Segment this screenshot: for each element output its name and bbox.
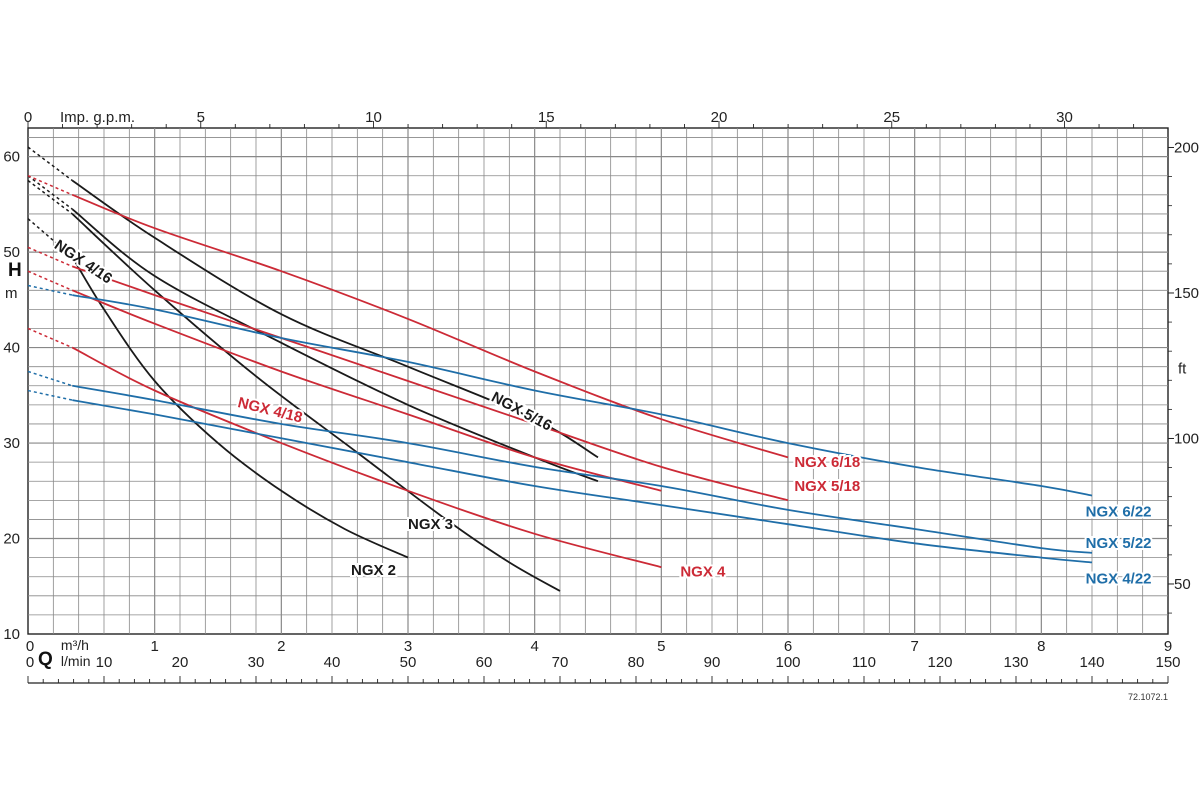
curve-extension-ngx-5-22 (27, 370, 73, 387)
x-m3h-axis-unit: m³/h (61, 637, 89, 653)
x-m3h-tick-label: 3 (404, 638, 412, 655)
curve-label-halo-ngx-4-22: NGX 4/22 (1086, 570, 1152, 587)
curve-extension-ngx-6-22 (27, 284, 73, 296)
curve-label-halo-ngx-4: NGX 4 (680, 564, 726, 581)
y-right-tick-label: 50 (1174, 576, 1191, 593)
x-top-tick-label: 25 (883, 109, 900, 126)
x-lmin-tick-label: 40 (324, 654, 341, 671)
curve-ngx-4 (71, 346, 662, 569)
curve-extension-ngx-6-18 (27, 175, 73, 196)
y-right-axis-unit: ft (1178, 360, 1187, 377)
x-top-tick-label: 20 (711, 109, 728, 126)
curve-ngx-4-18 (71, 289, 662, 492)
y-left-tick-label: 60 (3, 149, 20, 166)
x-m3h-tick-label: 4 (530, 638, 538, 655)
y-left-tick-label: 20 (3, 531, 20, 548)
x-lmin-tick-label: 60 (476, 654, 493, 671)
curve-ngx-2 (71, 256, 409, 559)
x-top-tick-label: 0 (24, 109, 32, 126)
curve-extension-ngx-5-18 (27, 246, 73, 268)
y-right-tick-label: 150 (1174, 285, 1199, 302)
x-m3h-tick-label: 0 (26, 638, 34, 655)
curve-extension-ngx-4 (27, 327, 73, 349)
x-lmin-tick-label: 10 (96, 654, 113, 671)
x-lmin-tick-label: 140 (1079, 654, 1104, 671)
x-m3h-tick-label: 9 (1164, 638, 1172, 655)
curve-ngx-4-22 (72, 399, 1093, 564)
curve-label-ngx-3: NGX 3 (408, 516, 453, 533)
x-m3h-tick-label: 6 (784, 638, 792, 655)
x-m3h-tick-label: 1 (150, 638, 158, 655)
x-top-tick-label: 30 (1056, 109, 1073, 126)
x-m3h-tick-label: 8 (1037, 638, 1045, 655)
curve-label-halo-ngx-2: NGX 2 (351, 562, 396, 579)
curve-ngx-6-22 (72, 294, 1093, 497)
x-lmin-tick-label: 50 (400, 654, 417, 671)
y-right-tick-label: 200 (1174, 139, 1199, 156)
x-axis-label: Q (38, 649, 53, 670)
x-lmin-tick-label: 130 (1003, 654, 1028, 671)
x-lmin-tick-label: 0 (26, 654, 34, 671)
x-lmin-tick-label: 80 (628, 654, 645, 671)
x-m3h-tick-label: 7 (910, 638, 918, 655)
curves (27, 146, 1093, 592)
x-lmin-tick-label: 110 (852, 654, 876, 671)
curve-ngx-5-18 (72, 265, 789, 502)
curve-label-halo-ngx-3: NGX 3 (408, 516, 453, 533)
y-left-axis-label: H (8, 260, 22, 281)
curve-label-ngx-2: NGX 2 (351, 562, 396, 579)
y-left-tick-label: 30 (3, 435, 20, 452)
y-left-tick-label: 10 (3, 626, 20, 643)
curve-label-halo-ngx-6-22: NGX 6/22 (1086, 504, 1152, 521)
x-lmin-tick-label: 100 (775, 654, 800, 671)
curve-extension-ngx-2 (27, 218, 73, 258)
x-top-axis-unit: Imp. g.p.m. (60, 109, 135, 126)
curve-extension-ngx-4-22 (27, 389, 73, 401)
curve-label-halo-ngx-5-22: NGX 5/22 (1086, 535, 1152, 552)
curve-label-ngx-4: NGX 4 (680, 564, 726, 581)
curve-ngx-4-16 (71, 208, 599, 483)
x-lmin-tick-label: 120 (927, 654, 952, 671)
curve-ngx-5-16 (71, 179, 599, 459)
y-left-tick-label: 40 (3, 340, 20, 357)
y-right-tick-label: 100 (1174, 430, 1199, 447)
y-left-axis-unit: m (5, 285, 18, 302)
x-top-tick-label: 10 (365, 109, 382, 126)
curve-label-halo-ngx-5-18: NGX 5/18 (794, 478, 860, 495)
x-lmin-tick-label: 150 (1155, 654, 1180, 671)
curve-label-ngx-6-22: NGX 6/22 (1086, 504, 1152, 521)
plot-frame (27, 127, 1169, 635)
x-top-tick-label: 15 (538, 109, 555, 126)
x-m3h-tick-label: 5 (657, 638, 665, 655)
curve-extension-ngx-4-18 (27, 270, 73, 291)
curve-label-ngx-4-22: NGX 4/22 (1086, 570, 1152, 587)
curve-ngx-3 (71, 213, 561, 592)
x-lmin-tick-label: 30 (248, 654, 265, 671)
y-left-tick-label: 50 (3, 244, 20, 261)
curve-label-ngx-5-22: NGX 5/22 (1086, 535, 1152, 552)
x-lmin-tick-label: 70 (552, 654, 569, 671)
chart-reference: 72.1072.1 (1128, 692, 1168, 702)
curve-label-ngx-6-18: NGX 6/18 (794, 454, 860, 471)
x-top-tick-label: 5 (197, 109, 205, 126)
x-lmin-tick-label: 20 (172, 654, 189, 671)
x-lmin-axis-unit: l/min (61, 653, 91, 669)
curve-extension-ngx-4-16 (27, 175, 73, 210)
x-lmin-tick-label: 90 (704, 654, 721, 671)
curve-ngx-6-18 (71, 193, 789, 459)
x-m3h-tick-label: 2 (277, 638, 285, 655)
curve-label-ngx-5-18: NGX 5/18 (794, 478, 860, 495)
grid (27, 127, 1169, 635)
curve-ngx-5-22 (72, 384, 1093, 554)
curve-label-halo-ngx-6-18: NGX 6/18 (794, 454, 860, 471)
